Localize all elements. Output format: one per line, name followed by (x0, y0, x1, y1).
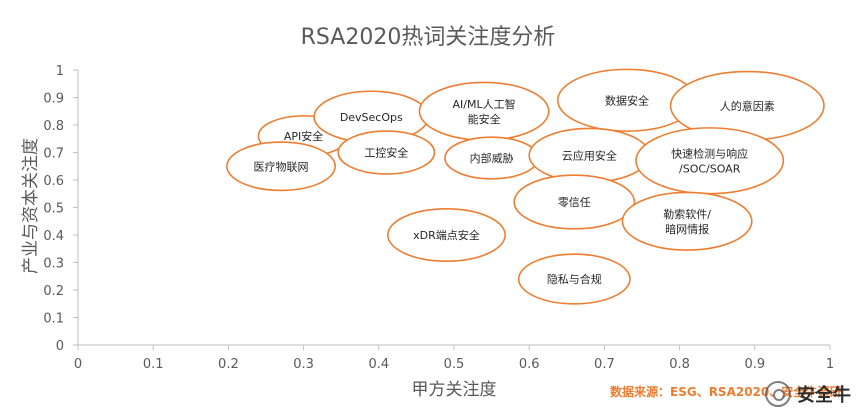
y-tick-label: 0.9 (43, 92, 64, 107)
chart-title: RSA2020热词关注度分析 (301, 25, 556, 50)
bubble-label: 隐私与合规 (547, 272, 602, 286)
axes: 0 0.1 0.2 0.3 0.4 0.5 0.6 0.7 0.8 0.9 1 0 0.1 0.2 0.3 0… (43, 64, 834, 372)
bubble (226, 141, 336, 192)
x-tick-label: 1 (826, 357, 834, 372)
bubble-label: 工控安全 (364, 146, 408, 160)
bubble-label: 内部威胁 (470, 151, 514, 165)
bubble (418, 81, 550, 141)
bubble-label: xDR端点安全 (413, 228, 480, 242)
y-tick-label: 1 (56, 64, 64, 79)
bubble (387, 208, 506, 262)
bubble-label: AI/ML人工智能安全 (453, 97, 516, 126)
bubble (513, 174, 636, 230)
x-tick-label: 0 (74, 357, 82, 372)
y-tick-label: 0.5 (43, 202, 64, 217)
x-tick-label: 0.5 (444, 357, 465, 372)
x-tick-label: 0.2 (218, 357, 239, 372)
x-tick-label: 0.1 (143, 357, 164, 372)
y-tick-label: 0.1 (43, 312, 64, 327)
y-tick-label: 0.8 (43, 119, 64, 134)
y-tick-label: 0.2 (43, 284, 64, 299)
x-tick-label: 0.9 (744, 357, 765, 372)
bubble (635, 127, 785, 195)
bubble-label: 零信任 (558, 196, 591, 209)
bubble-label: 人的意因素 (720, 99, 775, 113)
y-tick-label: 0.4 (43, 229, 64, 244)
y-tick-label: 0 (56, 339, 64, 354)
x-tick-label: 0.6 (519, 357, 540, 372)
wechat-icon (765, 381, 791, 407)
y-axis-label: 产业与资本关注度 (21, 138, 41, 274)
bubble-label: 数据安全 (605, 93, 649, 107)
bubble-label: 快速检测与响应/SOC/SOAR (671, 146, 748, 175)
watermark: 安全牛 (765, 381, 851, 407)
y-tick-label: 0.7 (43, 147, 64, 162)
x-axis-label: 甲方关注度 (412, 380, 497, 400)
bubble (621, 191, 753, 251)
bubble (337, 130, 436, 175)
bubble-label: 云应用安全 (562, 148, 617, 162)
bubble-label: 医疗物联网 (254, 159, 309, 173)
bubble-label: DevSecOps (340, 111, 403, 124)
bubble (517, 253, 631, 305)
watermark-text: 安全牛 (797, 385, 851, 406)
bubble-label: API安全 (284, 129, 323, 143)
x-tick-label: 0.8 (669, 357, 690, 372)
y-tick-label: 0.6 (43, 174, 64, 189)
x-tick-label: 0.4 (368, 357, 389, 372)
x-tick-label: 0.3 (293, 357, 314, 372)
x-tick-label: 0.7 (594, 357, 615, 372)
bubble-label: 勒索软件/暗网情报 (663, 207, 711, 236)
y-tick-label: 0.3 (43, 257, 64, 272)
